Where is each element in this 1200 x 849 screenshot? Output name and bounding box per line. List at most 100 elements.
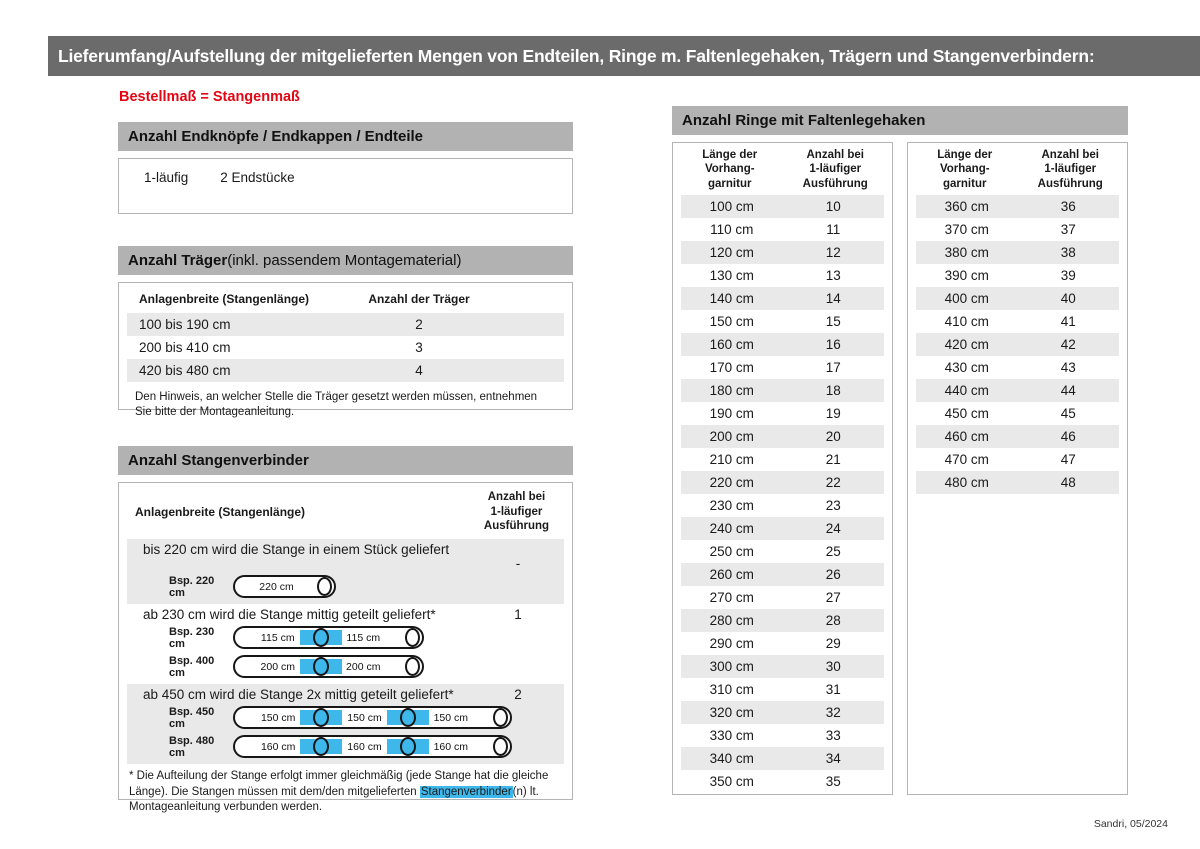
ring-count-value: 39	[1060, 268, 1076, 284]
ring-count-value: 10	[825, 199, 841, 215]
ring-row: 270 cm 27	[681, 586, 884, 609]
verbinder-rule-text: ab 450 cm wird die Stange 2x mittig gete…	[143, 687, 454, 703]
rod-segment-label: 115 cm	[260, 631, 295, 644]
ring-length-value: 340 cm	[709, 751, 754, 767]
ring-row: 120 cm 12	[681, 241, 884, 265]
column-anzahl-ausfuehrung: Anzahl bei 1-läufiger Ausführung	[483, 491, 550, 533]
ring-length-value: 180 cm	[709, 383, 754, 399]
ringe-table-2: Länge der Vorhang- garnitur Anzahl bei 1…	[907, 142, 1128, 795]
verbinder-rows: bis 220 cm wird die Stange in einem Stüc…	[119, 539, 572, 765]
verbinder-count-value: 2	[514, 687, 522, 703]
ring-length-value: 230 cm	[709, 498, 754, 514]
rod-endcap-ellipse	[405, 657, 420, 677]
column-anlagenbreite: Anlagenbreite (Stangenlänge)	[139, 292, 310, 306]
ring-count-value: 36	[1060, 199, 1076, 215]
ring-count-value: 32	[825, 705, 841, 721]
ring-count-value: 34	[825, 751, 841, 767]
section-header-traeger: Anzahl Träger (inkl. passendem Montagema…	[118, 246, 573, 275]
ring-count-value: 45	[1060, 406, 1076, 422]
ring-row: 110 cm 11	[681, 218, 884, 241]
ring-count-value: 31	[825, 682, 841, 698]
verbinder-row-head: ab 450 cm wird die Stange 2x mittig gete…	[127, 687, 564, 702]
bsp-label: Bsp. 230 cm	[169, 625, 215, 650]
ring-length-value: 240 cm	[709, 521, 754, 537]
ring-count-value: 29	[825, 636, 841, 652]
rod-segment-label: 160 cm	[433, 740, 469, 753]
rod-example: Bsp. 450 cm 150 cm 150 cm 150 cm	[127, 704, 564, 731]
column-anlagenbreite: Anlagenbreite (Stangenlänge)	[135, 505, 306, 520]
order-measure-note: Bestellmaß = Stangenmaß	[119, 89, 300, 105]
footnote-highlight: Stangenverbinder	[419, 785, 513, 798]
rod-joint-ellipse	[313, 708, 330, 728]
verbinder-row-head: ab 230 cm wird die Stange mittig geteilt…	[127, 607, 564, 622]
rod-diagram: 220 cm	[233, 575, 336, 599]
ring-row: 460 cm 46	[916, 425, 1119, 449]
ringe-rows-2: 360 cm 36 370 cm 37 380 cm 38 390 cm 39 400 cm 40…	[908, 195, 1127, 495]
rod-endcap-ellipse	[493, 737, 508, 757]
ring-length-value: 330 cm	[709, 728, 754, 744]
rod-diagram: 150 cm 150 cm 150 cm	[233, 706, 512, 730]
rod-segment-label: 115 cm	[346, 631, 381, 644]
ring-count-value: 21	[825, 452, 841, 468]
ring-row: 170 cm 17	[681, 356, 884, 379]
column-anzahl: Anzahl bei 1-läufiger Ausführung	[802, 149, 868, 190]
traeger-row: 420 bis 480 cm 4	[127, 359, 564, 382]
ring-count-value: 11	[826, 222, 841, 238]
ring-length-value: 130 cm	[709, 268, 754, 284]
ring-length-value: 480 cm	[944, 475, 989, 491]
section-header-ringe: Anzahl Ringe mit Faltenlegehaken	[672, 106, 1128, 135]
stangenverbinder-table: Anlagenbreite (Stangenlänge) Anzahl bei …	[118, 482, 573, 813]
rod-segment-label: 200 cm	[260, 660, 295, 673]
ringe-table-1: Länge der Vorhang- garnitur Anzahl bei 1…	[672, 142, 893, 795]
ring-row: 440 cm 44	[916, 379, 1119, 403]
ring-length-value: 120 cm	[709, 245, 754, 261]
rod-joint-ellipse	[399, 737, 416, 757]
ring-length-value: 400 cm	[944, 291, 989, 307]
ring-count-value: 40	[1060, 291, 1076, 307]
ring-length-value: 100 cm	[709, 199, 754, 215]
ring-count-value: 20	[825, 429, 841, 445]
stangenverbinder-footnote: * Die Aufteilung der Stange erfolgt imme…	[129, 769, 562, 816]
stangenverbinder-table-header: Anlagenbreite (Stangenlänge) Anzahl bei …	[119, 488, 572, 539]
ring-count-value: 14	[825, 291, 841, 307]
column-anzahl-traeger: Anzahl der Träger	[368, 292, 470, 306]
ring-row: 190 cm 19	[681, 402, 884, 425]
ring-row: 420 cm 42	[916, 333, 1119, 357]
ring-row: 200 cm 20	[681, 425, 884, 449]
ring-row: 210 cm 21	[681, 448, 884, 471]
rod-diagram: 115 cm 115 cm	[233, 626, 424, 650]
rod-example: Bsp. 220 cm 220 cm	[127, 573, 564, 600]
ring-row: 430 cm 43	[916, 356, 1119, 379]
rod-segment-label: 160 cm	[347, 740, 382, 753]
ring-count-value: 17	[825, 360, 841, 376]
ringe-tables: Länge der Vorhang- garnitur Anzahl bei 1…	[672, 142, 1128, 795]
stangenverbinder-title: Anzahl Stangenverbinder	[128, 452, 309, 469]
ring-length-value: 470 cm	[944, 452, 989, 468]
ring-length-value: 190 cm	[709, 406, 754, 422]
ring-length-value: 300 cm	[709, 659, 754, 675]
ring-length-value: 150 cm	[709, 314, 754, 330]
ring-length-value: 310 cm	[709, 682, 754, 698]
traeger-table: Anlagenbreite (Stangenlänge) Anzahl der …	[118, 282, 573, 418]
traeger-note: Den Hinweis, an welcher Stelle die Träge…	[135, 391, 538, 418]
verbinder-row: ab 230 cm wird die Stange mittig geteilt…	[127, 604, 564, 684]
rod-joint-ellipse	[313, 737, 330, 757]
rod-segment-label: 220 cm	[259, 580, 294, 593]
rod-endcap-ellipse	[405, 628, 420, 648]
rod-segment-label: 150 cm	[347, 711, 382, 724]
ring-length-value: 220 cm	[709, 475, 754, 491]
ring-row: 230 cm 23	[681, 494, 884, 517]
ring-count-value: 27	[825, 590, 841, 606]
ring-length-value: 110 cm	[710, 222, 754, 238]
ring-row: 160 cm 16	[681, 333, 884, 357]
rod-diagram: 160 cm 160 cm 160 cm	[233, 735, 512, 759]
rod-example: Bsp. 480 cm 160 cm 160 cm 160 cm	[127, 733, 564, 760]
traeger-row: 100 bis 190 cm 2	[127, 313, 564, 336]
ring-length-value: 360 cm	[944, 199, 989, 215]
rod-endcap-ellipse	[493, 708, 508, 728]
rod-example: Bsp. 230 cm 115 cm 115 cm	[127, 624, 564, 651]
ring-count-value: 37	[1060, 222, 1076, 238]
ring-row: 180 cm 18	[681, 379, 884, 403]
ring-length-value: 210 cm	[709, 452, 754, 468]
ring-count-value: 18	[825, 383, 841, 399]
